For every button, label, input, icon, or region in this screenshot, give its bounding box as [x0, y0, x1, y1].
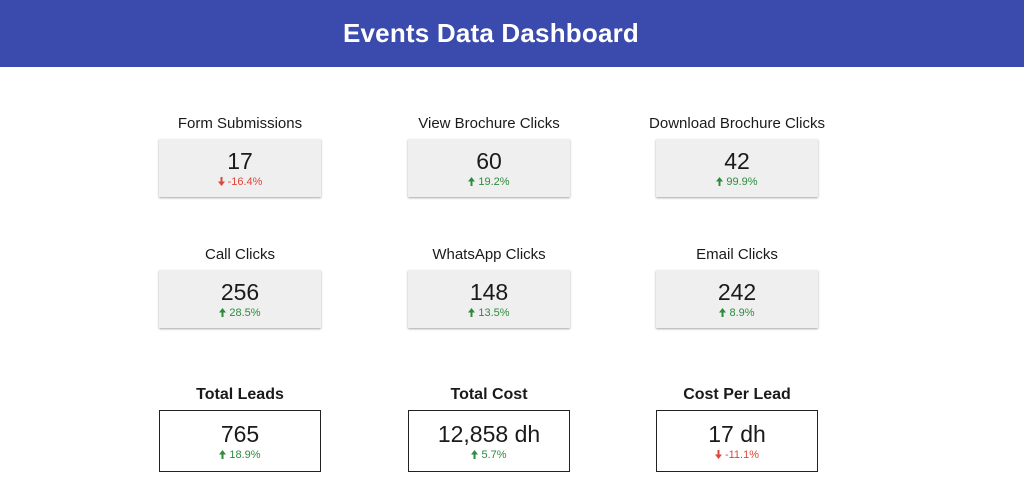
metric-label: WhatsApp Clicks: [432, 246, 546, 263]
arrow-down-icon: [714, 450, 722, 459]
metric-card: 17 -16.4%: [159, 139, 321, 197]
metric-value: 60: [476, 147, 502, 174]
metric-change: 13.5%: [468, 306, 510, 320]
total-value: 12,858 dh: [437, 420, 541, 447]
metric-change-text: 8.9%: [729, 306, 755, 319]
metric-change-text: -16.4%: [227, 175, 263, 188]
arrow-up-icon: [719, 308, 727, 317]
total-leads: Total Leads 765 18.9%: [159, 384, 321, 472]
metric-change: 19.2%: [468, 175, 510, 189]
cost-per-lead: Cost Per Lead 17 dh -11.1%: [656, 384, 818, 472]
total-value: 765: [220, 420, 260, 447]
metric-call-clicks: Call Clicks 256 28.5%: [159, 244, 321, 328]
dashboard-header: Events Data Dashboard: [0, 0, 1024, 67]
arrow-up-icon: [219, 308, 227, 317]
metric-change-text: 13.5%: [478, 306, 510, 319]
arrow-down-icon: [217, 177, 225, 186]
metric-value: 148: [469, 278, 509, 305]
total-label: Total Cost: [450, 386, 528, 403]
total-value: 17 dh: [708, 420, 766, 447]
metric-change: 8.9%: [719, 306, 755, 320]
arrow-up-icon: [468, 308, 476, 317]
metric-form-submissions: Form Submissions 17 -16.4%: [159, 113, 321, 197]
total-change: -11.1%: [714, 448, 760, 462]
metric-card: 42 99.9%: [656, 139, 818, 197]
total-change-text: -11.1%: [724, 448, 760, 461]
metric-change: -16.4%: [217, 175, 263, 189]
metric-view-brochure-clicks: View Brochure Clicks 60 19.2%: [408, 113, 570, 197]
metric-label: Email Clicks: [696, 246, 778, 263]
arrow-up-icon: [468, 177, 476, 186]
metric-change-text: 19.2%: [478, 175, 510, 188]
metric-value: 242: [717, 278, 757, 305]
metric-change: 28.5%: [219, 306, 261, 320]
arrow-up-icon: [219, 450, 227, 459]
total-cost: Total Cost 12,858 dh 5.7%: [408, 384, 570, 472]
total-card: 17 dh -11.1%: [656, 410, 818, 472]
total-change: 18.9%: [219, 448, 261, 462]
metric-value: 17: [227, 147, 253, 174]
metric-email-clicks: Email Clicks 242 8.9%: [656, 244, 818, 328]
total-card: 12,858 dh 5.7%: [408, 410, 570, 472]
metric-label: Call Clicks: [204, 246, 275, 263]
total-change-text: 18.9%: [229, 448, 261, 461]
arrow-up-icon: [716, 177, 724, 186]
metric-label: Download Brochure Clicks: [649, 115, 825, 132]
total-label: Total Leads: [196, 386, 284, 403]
total-label: Cost Per Lead: [683, 386, 791, 403]
metric-change: 99.9%: [716, 175, 758, 189]
metric-label: View Brochure Clicks: [418, 115, 560, 132]
page-title: Events Data Dashboard: [342, 18, 640, 48]
metric-whatsapp-clicks: WhatsApp Clicks 148 13.5%: [408, 244, 570, 328]
total-change-text: 5.7%: [481, 448, 507, 461]
metric-change-text: 99.9%: [726, 175, 758, 188]
metric-value: 42: [724, 147, 750, 174]
metric-card: 60 19.2%: [408, 139, 570, 197]
total-change: 5.7%: [471, 448, 507, 462]
metric-change-text: 28.5%: [229, 306, 261, 319]
metric-download-brochure-clicks: Download Brochure Clicks 42 99.9%: [649, 113, 825, 197]
metric-value: 256: [220, 278, 260, 305]
metric-label: Form Submissions: [177, 115, 303, 132]
metric-card: 148 13.5%: [408, 270, 570, 328]
arrow-up-icon: [471, 450, 479, 459]
metric-card: 242 8.9%: [656, 270, 818, 328]
total-card: 765 18.9%: [159, 410, 321, 472]
metric-card: 256 28.5%: [159, 270, 321, 328]
